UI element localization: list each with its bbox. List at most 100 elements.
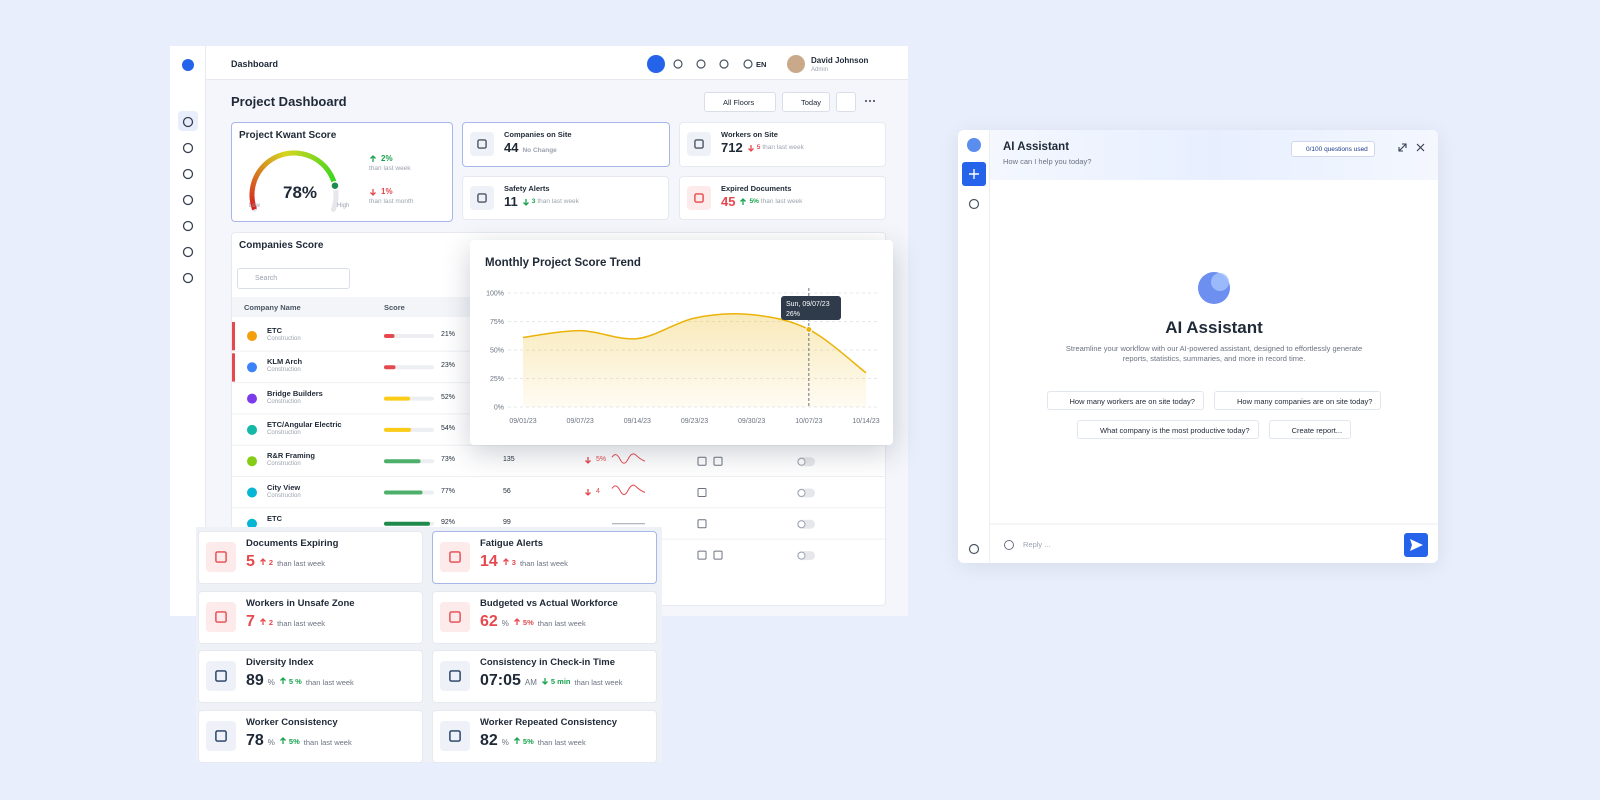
gauge-segment [252,174,259,181]
nav-icon [182,142,194,154]
gauge-segment [265,158,272,165]
stat-title: Safety Alerts [504,184,550,193]
change-arrow [740,198,747,205]
score-label: 21% [441,331,456,338]
gauge-segment [311,154,317,162]
change-value: 2% [381,154,393,163]
suggestion-chip[interactable]: What company is the most productive toda… [1076,420,1259,439]
user-name: David Johnson [811,56,869,65]
score-track [384,334,434,338]
kpi-icon-glyph [449,670,461,682]
search-box[interactable]: Search [237,268,350,289]
gauge-segment [251,177,258,184]
reply-input[interactable]: Reply ... [1023,540,1051,549]
x-tick-label: 09/30/23 [738,418,765,425]
companies-title: Companies Score [239,240,324,251]
stat-change: 3 than last week [522,198,579,206]
stat-period: than last week [760,198,803,205]
kpi-change-value: 5% [522,617,534,627]
company-logo [247,424,257,435]
gauge-dot [330,180,340,191]
row-icon [697,488,707,497]
kpi-icon-bg [440,542,470,572]
company-logo [247,487,257,498]
kpi-value: 78 [246,732,264,749]
change-arrow [502,558,509,565]
row-icon [697,456,707,466]
kpi-unit: AM [524,678,537,687]
nav-icon [182,272,194,284]
stat-change: 5% than last week [739,198,802,206]
change-period: than last month [369,198,414,205]
stat-value-row: 712 5 than last week [721,140,804,155]
kpi-value-row: 89% 5 % than last week [246,672,354,690]
grid-button[interactable] [836,92,856,112]
gauge-low: Low [249,203,261,209]
toggle-knob [797,457,806,466]
stat-icon-bg [470,132,494,156]
suggestion-chip[interactable]: Create report... [1268,420,1352,439]
stat-card [462,176,669,220]
kpi-value: 7 [246,613,255,630]
kpi-icon-bg [206,661,236,691]
floors-button[interactable]: All Floors [704,92,776,112]
change-arrow [259,558,266,565]
header-icon [696,59,706,69]
gauge-segment [313,156,320,163]
change-arrow [541,678,548,685]
send-icon [1410,539,1423,551]
kpi-unit: % [267,678,275,687]
emoji [1004,540,1014,550]
stat-icon-glyph [694,139,704,149]
kpi-change: 5 min [541,677,571,686]
stat-value: 11 [504,194,518,209]
header-icons [647,55,805,73]
kpi-icon-bg [206,542,236,572]
gauge [249,150,340,212]
dot [873,100,875,102]
kpi-icon-glyph [449,730,461,742]
kpi-change-value: 2 [268,617,274,627]
company-name: ETC/Angular Electric [267,419,342,429]
suggestion-chip[interactable]: How many workers are on site today? [1046,391,1204,410]
stat-period: than last week [762,144,804,151]
kpi-value-row: 5 2 than last week [246,553,325,571]
arrow-glyph [370,188,376,196]
date-button[interactable]: Today [782,92,830,112]
stat-icon-glyph [477,193,487,203]
change-arrow [585,457,591,465]
score-bar [384,396,410,401]
company-type: Construction [267,398,301,405]
logo [182,59,194,71]
gauge-segment [258,165,265,172]
delta-value: 5% [596,456,607,464]
stat-card [462,122,670,167]
change-arrow [279,677,286,684]
side-active [178,111,198,131]
score-bar [384,365,396,370]
header-icon [719,59,729,69]
stat-change-value: 3 [531,198,536,205]
avatar [787,55,805,73]
kpi-title: Fatigue Alerts [480,538,543,549]
info [968,543,980,555]
suggestion-chip[interactable]: How many companies are on site today? [1213,391,1382,410]
gauge-value: 78% [283,183,318,202]
kpi-value-row: 7 2 than last week [246,613,325,631]
row-alert [232,322,235,351]
x-tick-label: 09/14/23 [624,418,651,425]
stat-icon-glyph [477,139,487,149]
language: EN [756,60,767,69]
gauge-segment [321,163,328,170]
arrow-glyph [585,457,591,465]
kpi-period: than last week [537,738,586,747]
x-tick-label: 09/01/23 [509,418,536,425]
nav-icon [182,168,194,180]
kpi-unit: % [501,619,509,628]
row-icon [697,519,707,529]
score-label: 92% [441,518,456,526]
kpi-change: 5% [279,737,300,746]
score-label: 23% [441,362,456,370]
area [523,313,866,407]
stat-value: 45 [721,194,736,209]
